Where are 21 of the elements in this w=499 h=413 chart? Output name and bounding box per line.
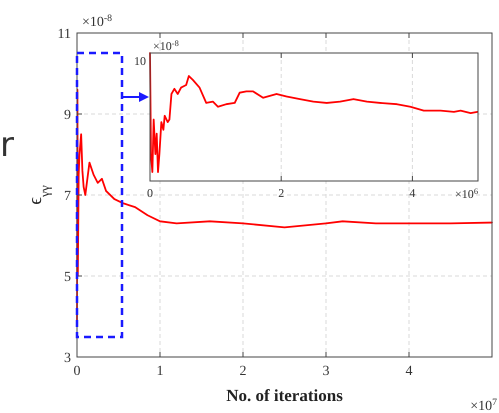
y-tick-label: 11: [58, 27, 71, 42]
x-tick-label: 2: [240, 364, 246, 379]
x-axis-title: No. of iterations: [226, 386, 344, 405]
annotation: 10: [134, 54, 146, 68]
y-tick-label: 5: [64, 270, 71, 285]
x-tick-label: 4: [409, 186, 416, 200]
x-tick-label: 2: [278, 186, 284, 200]
text: ×10$^{7}$: [470, 396, 498, 413]
text: ×10$^{-8}$: [82, 12, 112, 30]
x-tick-label: 1: [156, 364, 164, 379]
text: r: [0, 125, 14, 165]
x-tick-label: 0: [74, 364, 80, 379]
line-series: [76, 88, 493, 322]
x-tick-label: 3: [322, 364, 330, 379]
annotation: ×10$^{-8}$: [153, 38, 179, 53]
y-tick-label: 3: [64, 351, 71, 366]
y-tick-label: 7: [64, 189, 71, 204]
annotation: ×10$^{6}$: [455, 186, 478, 201]
x-tick-label: 4: [406, 364, 412, 379]
x-tick-label: 0: [147, 186, 153, 200]
y-tick-label: 9: [64, 108, 71, 123]
